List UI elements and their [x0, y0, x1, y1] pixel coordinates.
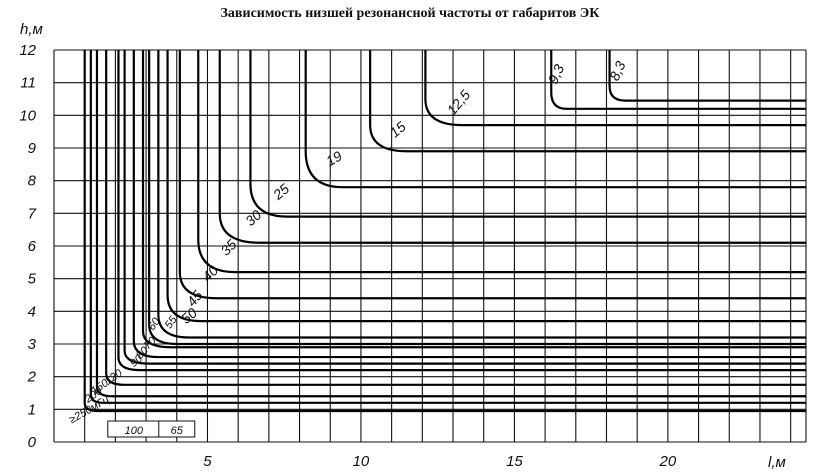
curve-label: 40 — [199, 262, 221, 284]
curve-label: 9,3 — [545, 62, 568, 87]
curve-80 — [123, 50, 806, 365]
y-tick-label: 7 — [28, 205, 37, 222]
curve-label: 15 — [387, 118, 409, 140]
y-tick-label: 0 — [28, 434, 37, 451]
curve-200 — [89, 50, 806, 404]
curve-label: 8,3 — [606, 58, 629, 83]
curve-70 — [132, 50, 806, 359]
footer-label-box — [158, 420, 196, 438]
curve-9,3 — [550, 50, 806, 110]
curve-label: 12,5 — [444, 87, 474, 118]
x-tick-labels: 5 10 15 20 — [203, 453, 677, 470]
y-tick-label: 9 — [28, 140, 37, 157]
curve-120 — [105, 50, 806, 386]
curve-8,3 — [608, 50, 806, 102]
curve-19 — [304, 50, 806, 189]
curve-35 — [197, 50, 806, 274]
curve-60 — [141, 50, 806, 349]
y-tick-label: 12 — [19, 42, 36, 59]
curve-30 — [218, 50, 806, 244]
curve-50 — [157, 50, 806, 339]
footer-label: 100 — [125, 425, 144, 437]
y-tick-label: 5 — [28, 271, 37, 288]
y-tick-label: 4 — [28, 303, 36, 320]
curve-45 — [166, 50, 806, 323]
curve-90 — [117, 50, 806, 372]
y-tick-label: 2 — [27, 369, 37, 386]
curve-12,5 — [424, 50, 806, 127]
curve-15 — [369, 50, 806, 153]
y-tick-label: 3 — [28, 336, 37, 353]
x-tick-label: 20 — [659, 453, 677, 470]
curve-label: 19 — [323, 147, 345, 169]
x-tick-label: 5 — [203, 453, 212, 470]
footer-labels: 100 65 — [107, 420, 196, 438]
x-axis-label: l,м — [768, 454, 786, 471]
y-tick-label: 1 — [28, 401, 36, 418]
curve-label: 25 — [269, 180, 292, 203]
y-axis-label: h,м — [20, 21, 43, 38]
y-tick-label: 6 — [28, 238, 37, 255]
x-tick-label: 15 — [506, 453, 523, 470]
footer-label: 65 — [171, 425, 184, 437]
y-tick-label: 8 — [28, 173, 37, 190]
curve-55 — [148, 50, 806, 346]
curve-40 — [178, 50, 806, 300]
chart-title: Зависимость низшей резонансной частоты о… — [220, 6, 600, 21]
curve-150 — [95, 50, 806, 398]
y-tick-label: 10 — [19, 107, 36, 124]
x-tick-label: 10 — [353, 453, 370, 470]
curve-≥250мГц — [83, 50, 806, 413]
curve-25 — [249, 50, 806, 218]
y-tick-label: 11 — [20, 75, 36, 92]
curves — [83, 50, 806, 413]
